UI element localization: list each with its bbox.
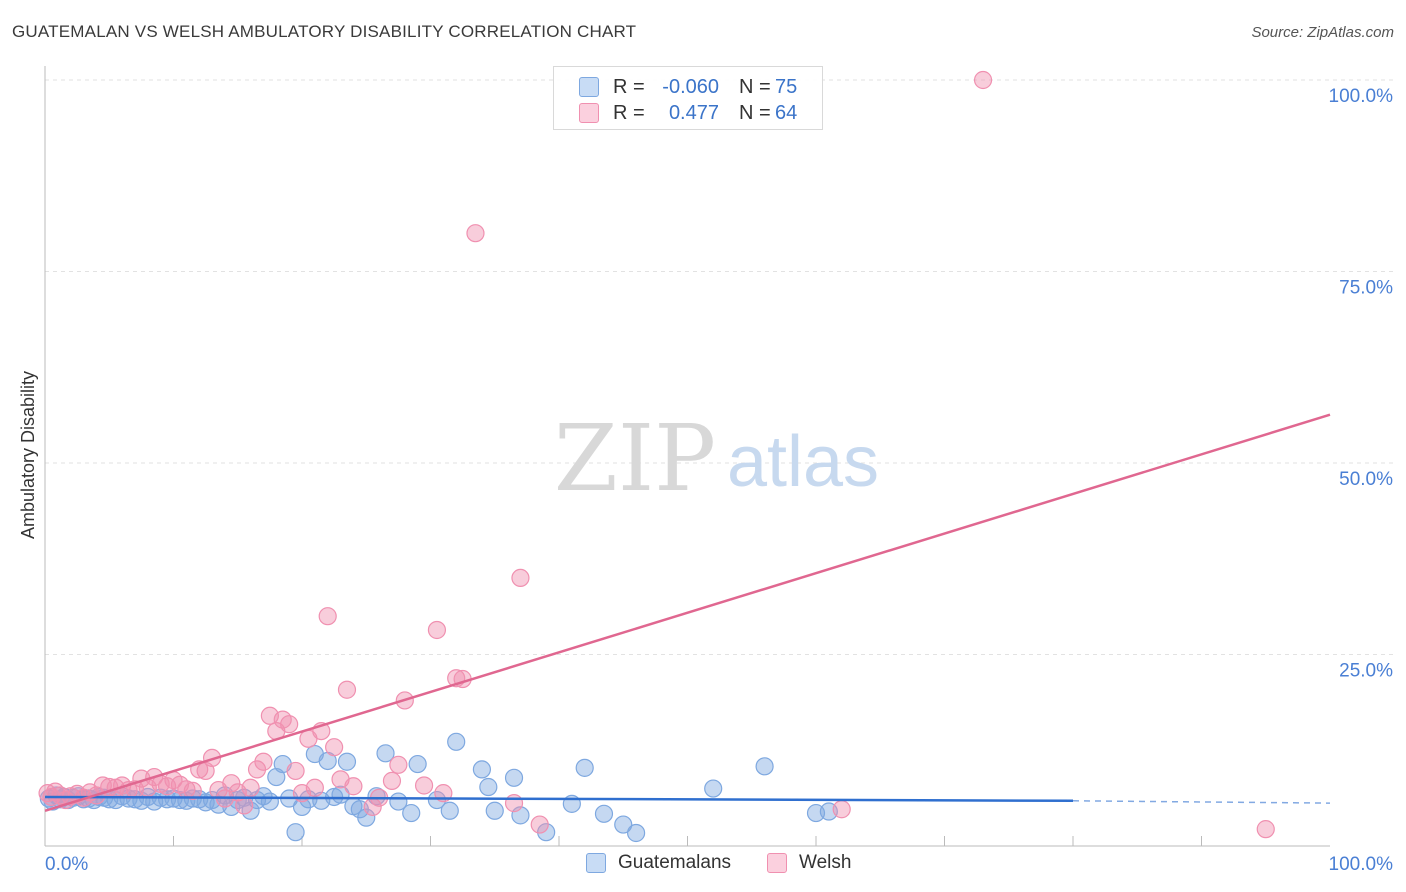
trend-line-welsh — [44, 413, 1331, 812]
data-point — [235, 796, 254, 815]
data-point — [427, 790, 447, 810]
data-point — [440, 801, 459, 820]
watermark-atlas: atlas — [727, 422, 879, 502]
swatch-welsh — [579, 103, 599, 123]
data-point — [704, 779, 723, 798]
data-point — [286, 823, 305, 842]
n-value: 75 — [775, 75, 798, 98]
stats-row-welsh: R = 0.477 N = 64 — [554, 100, 797, 126]
data-point — [222, 774, 241, 793]
data-point — [389, 755, 408, 774]
r-value: -0.060 — [662, 75, 719, 98]
stats-legend: R = -0.060 N = 75 R = 0.477 N = 64 — [553, 66, 823, 130]
data-point — [280, 715, 299, 734]
series-legend: Guatemalans Welsh — [0, 852, 1406, 878]
n-value: 64 — [775, 101, 798, 124]
data-point — [157, 790, 177, 809]
source-label: Source: ZipAtlas.com — [1251, 24, 1394, 41]
data-point — [755, 757, 774, 776]
data-point — [472, 760, 491, 779]
r-value: 0.477 — [668, 101, 719, 124]
data-point — [504, 768, 524, 787]
data-point — [318, 607, 337, 626]
n-label: N = — [739, 75, 771, 98]
data-point — [1256, 820, 1275, 839]
legend-swatch-welsh — [767, 853, 787, 873]
x-tick-label: 100.0% — [1329, 854, 1394, 875]
stats-row-guatemalans: R = -0.060 N = 75 — [554, 74, 797, 100]
data-point — [973, 70, 993, 90]
data-point — [325, 738, 344, 757]
legend-label-welsh: Welsh — [799, 852, 852, 873]
legend-label-guatemalans: Guatemalans — [618, 852, 732, 873]
data-point — [479, 777, 498, 797]
y-tick-label: 50.0% — [1339, 469, 1393, 490]
tick-labels: 25.0% 50.0% 75.0% 100.0% 0.0% 100.0% — [45, 86, 1393, 875]
r-label: R = — [613, 101, 645, 124]
data-point — [594, 804, 614, 823]
axes — [44, 66, 1330, 847]
data-point — [466, 224, 485, 243]
data-point — [511, 568, 530, 588]
watermark-zip: ZIP — [554, 405, 716, 512]
n-label: N = — [739, 101, 771, 124]
trend-line-guatemalans-extension — [1072, 800, 1331, 804]
data-point — [504, 794, 524, 813]
data-point — [447, 732, 466, 751]
legend-swatch-guatemalans — [586, 853, 606, 873]
data-point — [337, 680, 357, 699]
data-point — [344, 777, 363, 796]
r-label: R = — [613, 75, 645, 98]
x-tick-label: 0.0% — [45, 854, 88, 875]
data-point — [485, 801, 504, 820]
data-point — [337, 752, 357, 771]
data-point — [614, 815, 633, 834]
data-point — [427, 620, 447, 640]
grid-lines — [45, 79, 1393, 846]
trend-line-guatemalans — [44, 795, 1074, 803]
y-axis-label: Ambulatory Disability — [18, 371, 38, 539]
data-point — [183, 781, 202, 800]
data-point — [286, 761, 305, 781]
swatch-guatemalans — [579, 77, 599, 97]
data-point — [273, 710, 292, 729]
data-point — [254, 752, 273, 771]
data-point — [241, 778, 260, 797]
data-point — [305, 778, 324, 797]
y-tick-label: 75.0% — [1339, 278, 1393, 299]
data-point — [357, 808, 376, 827]
data-point — [260, 792, 279, 811]
data-point — [376, 744, 395, 763]
data-point — [832, 800, 851, 819]
legend-item-welsh[interactable]: Welsh — [767, 852, 851, 874]
chart-title: GUATEMALAN VS WELSH AMBULATORY DISABILIT… — [12, 22, 637, 41]
legend-item-guatemalans[interactable]: Guatemalans — [586, 852, 731, 874]
trend-lines — [44, 413, 1331, 812]
y-tick-label: 100.0% — [1329, 86, 1394, 107]
data-point — [575, 758, 594, 777]
data-point — [382, 771, 402, 790]
data-point — [626, 823, 646, 843]
data-point — [408, 754, 427, 774]
data-point — [402, 803, 421, 823]
y-tick-label: 25.0% — [1339, 661, 1393, 682]
data-point — [414, 776, 434, 795]
data-point — [530, 815, 549, 834]
